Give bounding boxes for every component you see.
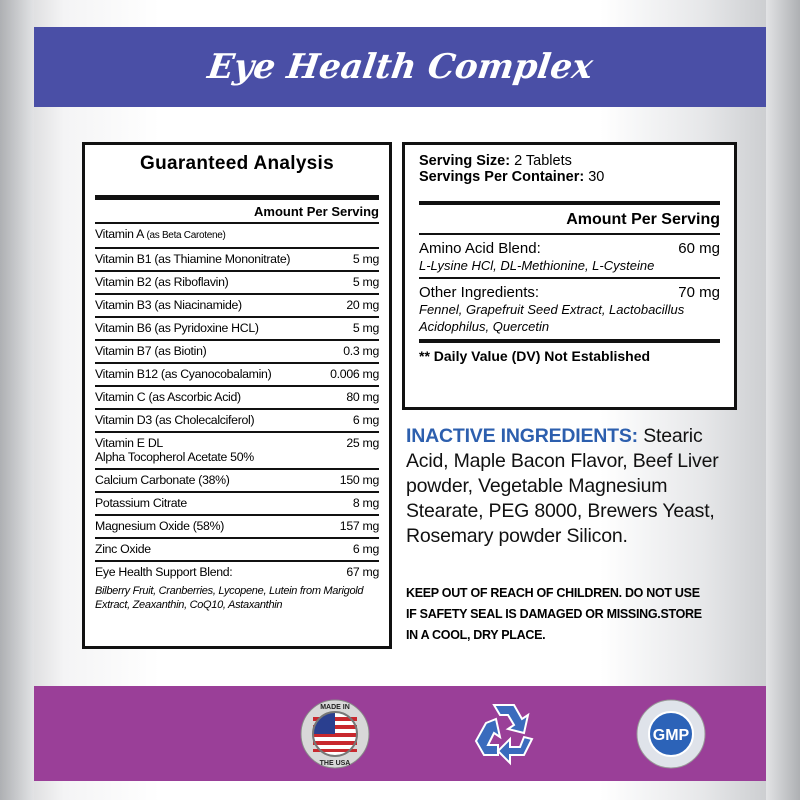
amino-detail: L-Lysine HCl, DL-Methionine, L-Cysteine <box>419 258 655 273</box>
nutrient-name: Vitamin E DL Alpha Tocopherol Acetate 50% <box>95 436 254 464</box>
nutrient-row: Vitamin D3 (as Cholecalciferol) 6 mg <box>95 408 379 431</box>
nutrient-amount: 8 mg <box>352 496 379 510</box>
nutrient-name: Vitamin B1 (as Thiamine Mononitrate) <box>95 252 291 266</box>
title-banner: Eye Health Complex <box>34 27 766 107</box>
product-title: Eye Health Complex <box>204 47 596 87</box>
nutrient-amount: 0.3 mg <box>343 344 379 358</box>
nutrient-name: Vitamin B2 (as Riboflavin) <box>95 275 229 289</box>
nutrient-row: Vitamin B12 (as Cyanocobalamin) 0.006 mg <box>95 362 379 385</box>
amount-per-serving-header: Amount Per Serving <box>254 204 379 219</box>
nutrient-name: Vitamin A (as Beta Carotene) <box>95 227 226 241</box>
nutrient-name: Eye Health Support Blend: <box>95 565 233 579</box>
nutrient-row: Vitamin A (as Beta Carotene) <box>95 222 379 247</box>
nutrient-row: Vitamin B6 (as Pyridoxine HCL) 5 mg <box>95 316 379 339</box>
badge-banner: MADE IN THE USA GMP <box>34 686 766 781</box>
amount-per-serving-header: Amount Per Serving <box>419 201 720 233</box>
svg-text:MADE IN: MADE IN <box>320 704 350 711</box>
guaranteed-analysis-heading: Guaranteed Analysis <box>139 153 334 174</box>
servings-per-container: Servings Per Container: 30 <box>419 169 605 185</box>
nutrient-name: Vitamin C (as Ascorbic Acid) <box>95 390 241 404</box>
nutrient-amount: 5 mg <box>352 275 379 289</box>
nutrient-amount: 20 mg <box>346 298 379 312</box>
nutrient-row: Vitamin B3 (as Niacinamide) 20 mg <box>95 293 379 316</box>
nutrient-row: Potassium Citrate 8 mg <box>95 491 379 514</box>
serving-size: Serving Size: 2 Tablets <box>419 153 572 169</box>
svg-text:THE USA: THE USA <box>320 760 351 767</box>
nutrient-name: Vitamin D3 (as Cholecalciferol) <box>95 413 255 427</box>
svg-text:GMP: GMP <box>653 727 690 744</box>
nutrient-amount: 0.006 mg <box>330 367 379 381</box>
nutrient-amount: 5 mg <box>352 321 379 335</box>
nutrient-amount: 157 mg <box>339 519 380 533</box>
nutrient-name: Vitamin B6 (as Pyridoxine HCL) <box>95 321 259 335</box>
warning-text: KEEP OUT OF REACH OF CHILDREN. DO NOT US… <box>406 586 702 642</box>
nutrient-row: Vitamin B1 (as Thiamine Mononitrate) 5 mg <box>95 247 379 270</box>
nutrient-name: Zinc Oxide <box>95 542 151 556</box>
right-edge <box>766 0 800 800</box>
nutrient-amount: 150 mg <box>339 473 380 487</box>
nutrient-row: Zinc Oxide 6 mg <box>95 537 379 560</box>
amino-acid-row: Amino Acid Blend: 60 mg <box>419 233 720 257</box>
nutrient-name: Vitamin B7 (as Biotin) <box>95 344 207 358</box>
nutrient-name: Calcium Carbonate (38%) <box>95 473 230 487</box>
other-detail: Fennel, Grapefruit Seed Extract, Lactoba… <box>419 302 685 334</box>
gmp-badge: GMP <box>636 699 706 769</box>
nutrient-row: Calcium Carbonate (38%) 150 mg <box>95 468 379 491</box>
daily-value-note: ** Daily Value (DV) Not Established <box>419 339 720 364</box>
guaranteed-analysis-panel: Guaranteed Analysis Amount Per Serving V… <box>82 142 392 649</box>
nutrient-amount: 5 mg <box>352 252 379 266</box>
nutrient-amount: 25 mg <box>346 436 379 450</box>
left-edge <box>0 0 34 800</box>
nutrient-row: Vitamin B2 (as Riboflavin) 5 mg <box>95 270 379 293</box>
blend-detail: Bilberry Fruit, Cranberries, Lycopene, L… <box>95 585 364 611</box>
recycle-icon <box>474 704 534 766</box>
nutrient-amount: 80 mg <box>346 390 379 404</box>
nutrient-row: Vitamin B7 (as Biotin) 0.3 mg <box>95 339 379 362</box>
nutrient-row: Vitamin E DL Alpha Tocopherol Acetate 50%… <box>95 431 379 468</box>
nutrient-row: Magnesium Oxide (58%) 157 mg <box>95 514 379 537</box>
supplement-facts-panel: Serving Size: 2 Tablets Servings Per Con… <box>402 142 737 410</box>
nutrient-amount: 6 mg <box>352 542 379 556</box>
nutrient-amount: 67 mg <box>346 565 379 579</box>
nutrient-name: Potassium Citrate <box>95 496 187 510</box>
nutrient-row: Eye Health Support Blend: 67 mg <box>95 560 379 583</box>
other-ingredients-row: Other Ingredients: 70 mg <box>419 277 720 301</box>
inactive-ingredients: INACTIVE INGREDIENTS: Stearic Acid, Mapl… <box>406 425 719 547</box>
nutrient-name: Vitamin B12 (as Cyanocobalamin) <box>95 367 272 381</box>
nutrient-amount: 6 mg <box>352 413 379 427</box>
nutrient-name: Vitamin B3 (as Niacinamide) <box>95 298 242 312</box>
nutrient-row: Vitamin C (as Ascorbic Acid) 80 mg <box>95 385 379 408</box>
nutrient-name: Magnesium Oxide (58%) <box>95 519 225 533</box>
made-in-usa-badge: MADE IN THE USA <box>300 699 370 769</box>
